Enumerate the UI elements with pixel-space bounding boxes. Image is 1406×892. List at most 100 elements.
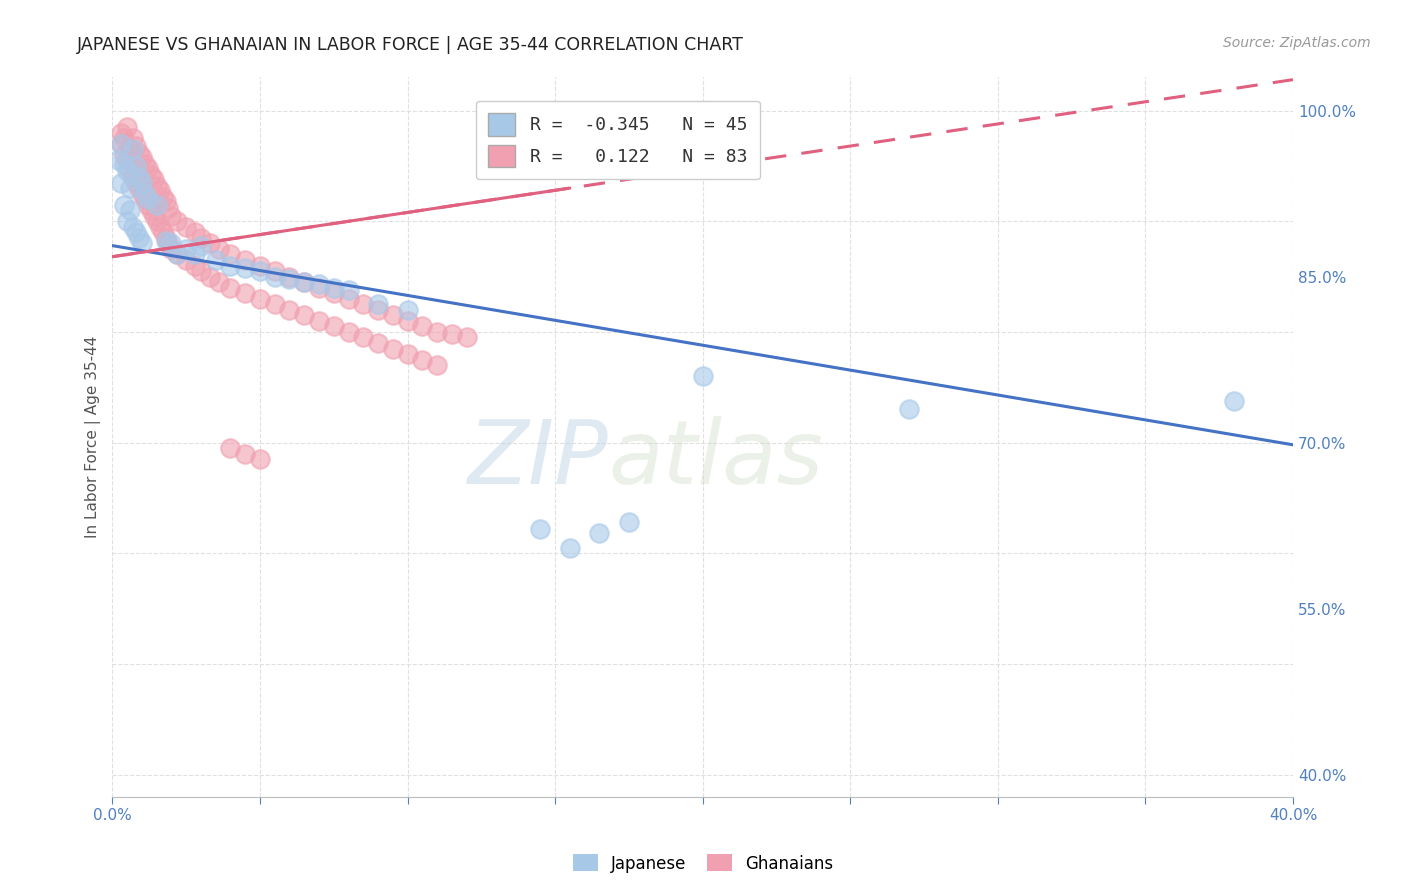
Point [122,131,145,145]
Point [367,336,389,351]
Point [128,145,150,160]
Point [322,286,344,301]
Point [142,172,165,186]
Point [110,176,132,190]
Point [139,168,162,182]
Point [278,272,301,286]
Point [617,515,640,529]
Point [529,522,551,536]
Point [233,286,256,301]
Point [125,176,148,190]
Point [204,252,226,267]
Point [120,203,142,218]
Point [122,169,145,184]
Point [174,219,197,234]
Point [157,201,180,215]
Point [184,247,207,261]
Point [198,236,221,251]
Point [149,183,172,197]
Point [352,297,374,311]
Point [136,197,159,211]
Point [120,142,142,156]
Point [263,264,285,278]
Point [134,192,156,206]
Point [136,161,159,176]
Point [588,526,610,541]
Point [184,259,207,273]
Point [381,309,404,323]
Point [152,190,174,204]
Point [292,309,315,323]
Point [456,330,478,344]
Text: atlas: atlas [609,416,823,501]
Point [292,275,315,289]
Point [278,269,301,284]
Point [440,327,463,342]
Point [112,197,135,211]
Point [115,214,138,228]
Text: JAPANESE VS GHANAIAN IN LABOR FORCE | AGE 35-44 CORRELATION CHART: JAPANESE VS GHANAIAN IN LABOR FORCE | AG… [77,36,744,54]
Point [233,447,256,461]
Point [411,319,433,334]
Point [367,302,389,317]
Point [233,252,256,267]
Point [120,181,142,195]
Point [367,297,389,311]
Point [308,314,330,328]
Point [122,142,145,156]
Point [166,247,188,261]
Point [155,194,177,209]
Point [110,126,132,140]
Point [308,277,330,292]
Point [115,120,138,135]
Point [219,441,242,455]
Point [139,203,162,218]
Point [152,225,174,239]
Point [131,236,153,251]
Point [115,153,138,168]
Point [396,347,419,361]
Point [219,281,242,295]
Legend: R =  -0.345   N = 45, R =   0.122   N = 83: R = -0.345 N = 45, R = 0.122 N = 83 [475,101,759,179]
Point [263,297,285,311]
Point [219,259,242,273]
Point [166,214,188,228]
Point [190,231,212,245]
Point [190,264,212,278]
Point [292,275,315,289]
Point [208,275,231,289]
Point [381,342,404,356]
Text: Source: ZipAtlas.com: Source: ZipAtlas.com [1223,36,1371,50]
Point [692,369,714,384]
Point [115,164,138,178]
Point [174,242,197,256]
Point [107,153,129,168]
Point [322,281,344,295]
Point [136,192,159,206]
Point [278,302,301,317]
Point [125,139,148,153]
Point [149,219,172,234]
Point [125,225,148,239]
Point [134,186,156,201]
Point [122,219,145,234]
Point [396,314,419,328]
Point [249,264,271,278]
Point [308,281,330,295]
Point [145,197,167,211]
Point [160,242,183,256]
Point [249,292,271,306]
Point [558,541,581,555]
Point [145,178,167,193]
Point [112,157,135,171]
Point [233,260,256,275]
Point [396,302,419,317]
Point [128,169,150,184]
Point [112,131,135,145]
Point [155,234,177,248]
Point [131,176,153,190]
Point [1223,393,1246,408]
Point [249,259,271,273]
Point [110,136,132,151]
Point [131,150,153,164]
